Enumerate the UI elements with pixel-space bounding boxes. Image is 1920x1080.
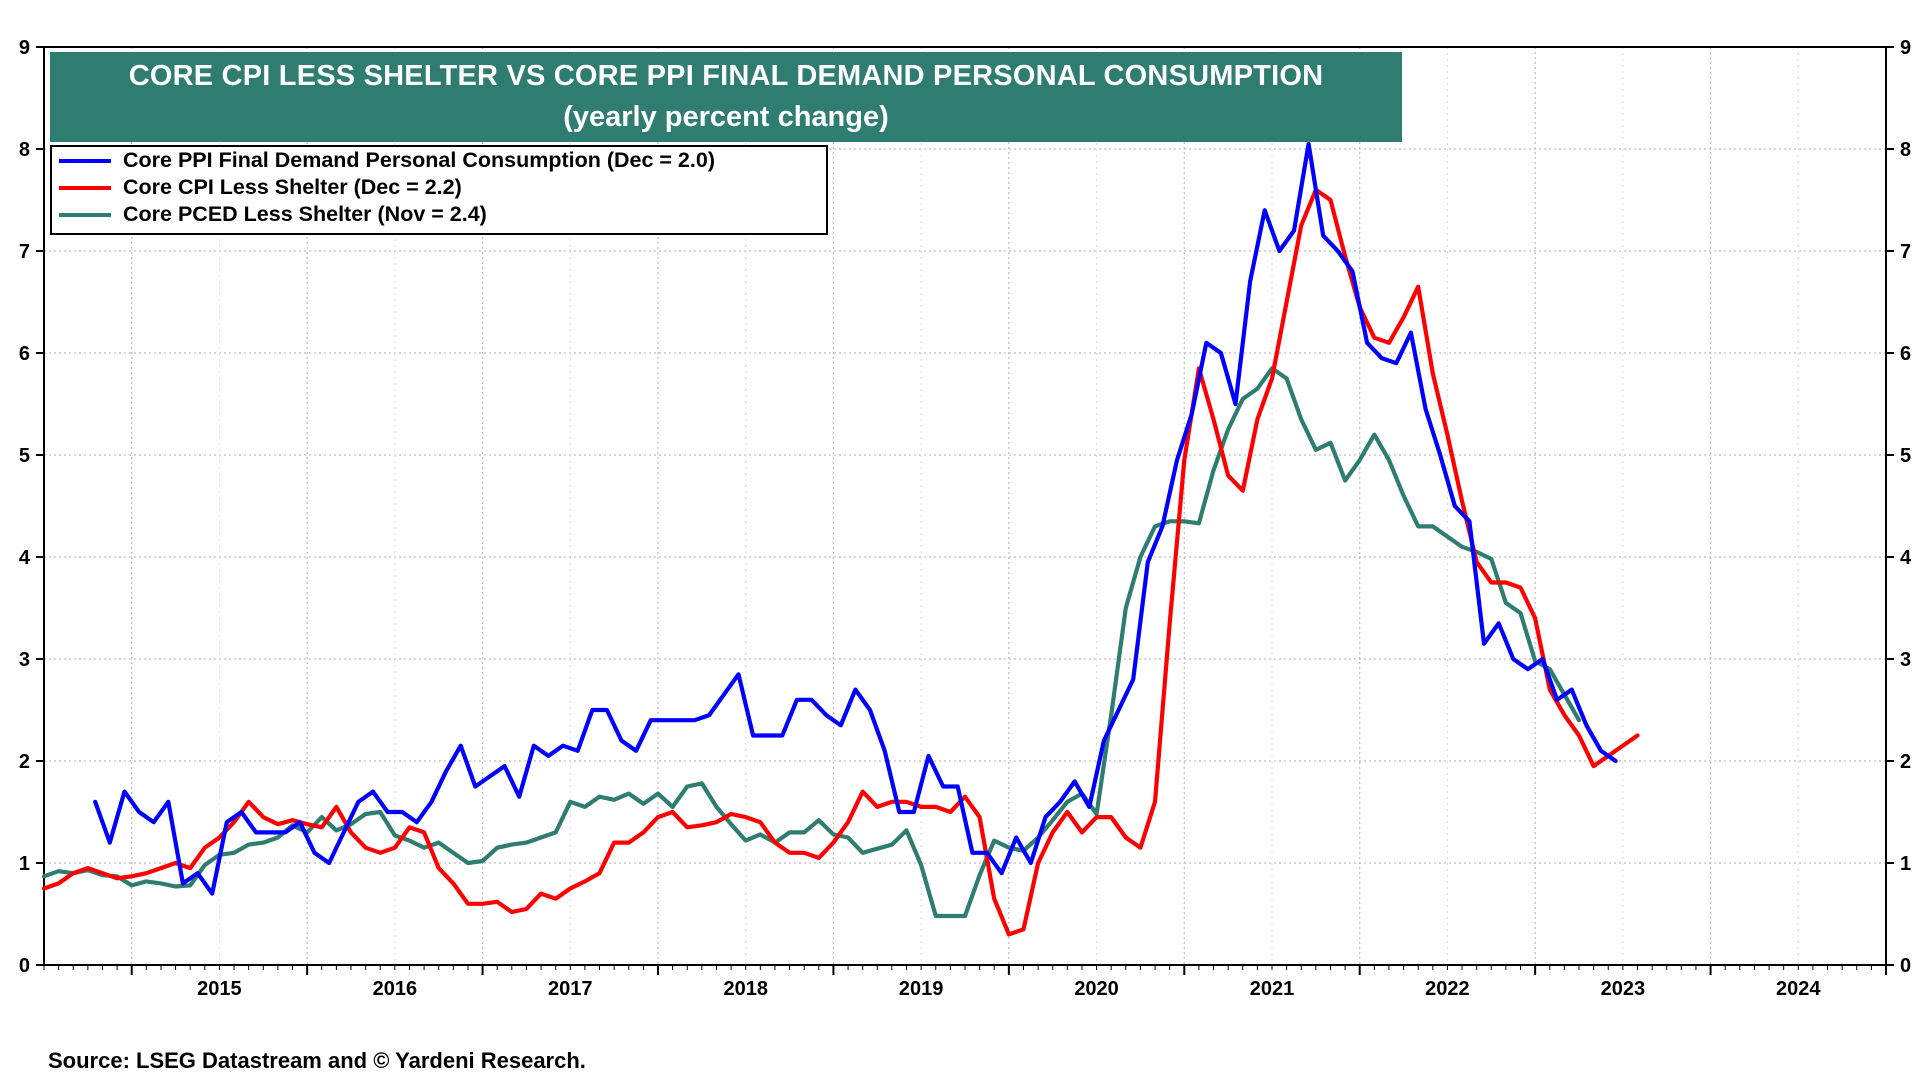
source-note: Source: LSEG Datastream and © Yardeni Re… (48, 1048, 586, 1073)
series-line-pced (41, 366, 1582, 919)
y-tick-label-left: 0 (19, 955, 30, 977)
y-tick-label-left: 5 (19, 445, 30, 467)
series-line-ppi (93, 141, 1618, 896)
legend-label-cpi: Core CPI Less Shelter (Dec = 2.2) (123, 175, 462, 199)
y-tick-label-left: 7 (19, 241, 30, 263)
series-lines (41, 141, 1640, 937)
series-line-cpi (41, 187, 1640, 937)
chart-title: CORE CPI LESS SHELTER VS CORE PPI FINAL … (128, 60, 1324, 92)
x-tick-label: 2016 (373, 978, 418, 1000)
legend-swatch-pced (59, 212, 111, 217)
chart-subtitle: (yearly percent change) (563, 101, 889, 133)
y-tick-label-right: 8 (1900, 139, 1911, 161)
x-tick-label: 2024 (1776, 978, 1821, 1000)
y-tick-label-left: 9 (19, 37, 30, 59)
y-tick-label-left: 2 (19, 751, 30, 773)
y-tick-label-left: 8 (19, 139, 30, 161)
y-tick-label-right: 3 (1900, 649, 1911, 671)
legend: Core PPI Final Demand Personal Consumpti… (50, 145, 828, 235)
x-tick-label: 2019 (899, 978, 944, 1000)
x-tick-label: 2022 (1425, 978, 1470, 1000)
legend-label-ppi: Core PPI Final Demand Personal Consumpti… (123, 148, 715, 172)
x-tick-label: 2021 (1250, 978, 1295, 1000)
legend-swatch-ppi (59, 158, 111, 163)
y-tick-label-left: 4 (19, 547, 31, 569)
y-tick-label-right: 0 (1900, 955, 1911, 977)
axes: 0 0 1 1 2 2 3 3 4 4 5 5 6 6 7 7 8 8 9 9 2015 2016 2017 2018 2019… (19, 37, 1912, 1000)
y-tick-label-right: 7 (1900, 241, 1911, 263)
chart-title-banner: CORE CPI LESS SHELTER VS CORE PPI FINAL … (50, 52, 1402, 142)
x-tick-label: 2023 (1601, 978, 1646, 1000)
y-tick-label-left: 6 (19, 343, 30, 365)
legend-label-pced: Core PCED Less Shelter (Nov = 2.4) (123, 202, 487, 226)
legend-item-cpi: Core CPI Less Shelter (Dec = 2.2) (52, 174, 826, 201)
legend-item-pced: Core PCED Less Shelter (Nov = 2.4) (52, 201, 826, 228)
x-tick-label: 2020 (1074, 978, 1119, 1000)
x-tick-label: 2017 (548, 978, 593, 1000)
y-tick-label-right: 5 (1900, 445, 1911, 467)
y-tick-label-right: 1 (1900, 853, 1911, 875)
x-tick-label: 2018 (723, 978, 768, 1000)
x-tick-label: 2015 (197, 978, 242, 1000)
y-tick-label-right: 4 (1900, 547, 1912, 569)
y-tick-label-right: 2 (1900, 751, 1911, 773)
y-tick-label-right: 9 (1900, 37, 1911, 59)
legend-swatch-cpi (59, 185, 111, 190)
y-tick-label-left: 1 (19, 853, 30, 875)
grid-lines (44, 47, 1886, 965)
y-tick-label-right: 6 (1900, 343, 1911, 365)
y-tick-label-left: 3 (19, 649, 30, 671)
legend-item-ppi: Core PPI Final Demand Personal Consumpti… (52, 147, 826, 174)
